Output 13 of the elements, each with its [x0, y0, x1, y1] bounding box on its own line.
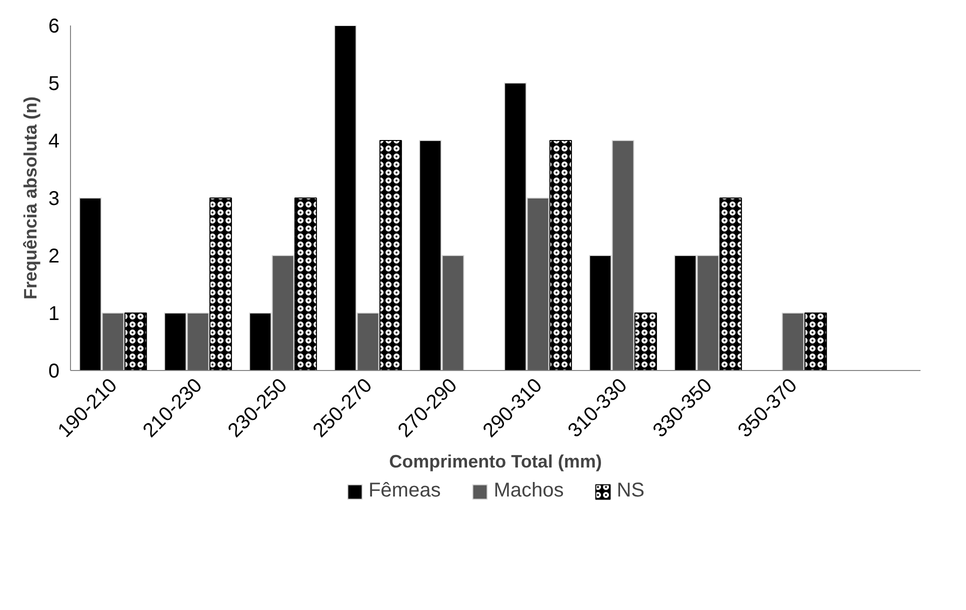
y-tick-label: 4: [48, 130, 60, 152]
legend-label: Machos: [494, 480, 564, 502]
y-tick-label: 3: [48, 188, 60, 210]
y-tick-label: 2: [48, 246, 60, 268]
x-axis-title: Comprimento Total (mm): [389, 451, 602, 472]
y-tick-label: 6: [48, 16, 60, 38]
legend-label: NS: [616, 480, 645, 502]
y-tick-label: 1: [48, 303, 60, 325]
legend-label: Fêmeas: [368, 480, 441, 502]
y-axis-title: Frequência absoluta (n): [20, 96, 40, 300]
bar: [782, 312, 804, 370]
y-tick-label: 0: [48, 360, 60, 382]
y-tick-label: 5: [48, 73, 60, 95]
